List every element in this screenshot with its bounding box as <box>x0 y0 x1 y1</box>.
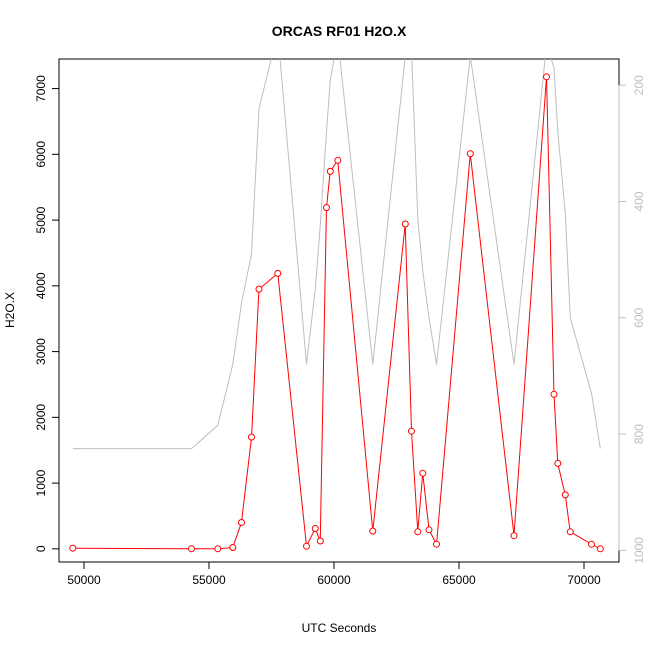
y-tick-label: 6000 <box>34 141 48 168</box>
chart-title: ORCAS RF01 H2O.X <box>272 23 407 39</box>
primary-series-segment <box>422 476 430 527</box>
y-tick-label: 0 <box>34 545 48 552</box>
right-y-tick-label: 200 <box>632 75 646 95</box>
primary-series-segment <box>75 547 189 550</box>
y-axis-label: H2O.X <box>3 292 17 328</box>
data-point <box>554 459 562 467</box>
data-point <box>69 544 77 552</box>
secondary-series-line <box>72 59 601 450</box>
data-point <box>433 540 440 548</box>
data-point <box>414 528 422 536</box>
data-point <box>369 527 377 535</box>
data-point <box>255 285 263 293</box>
right-y-tick-label: 600 <box>632 307 646 327</box>
right-y-tick-label: 400 <box>632 191 646 211</box>
primary-series-segment <box>326 174 331 205</box>
right-y-tick-label: 800 <box>632 424 646 444</box>
primary-series-segment <box>572 532 590 544</box>
data-point <box>316 537 324 545</box>
primary-series-segment <box>411 434 419 529</box>
y-axis: 0 1000 2000 3000 4000 5000 6000 7000 <box>34 75 59 552</box>
x-tick-label: 50000 <box>67 573 101 587</box>
primary-series-segment <box>260 274 276 288</box>
primary-series-segment <box>593 545 598 548</box>
primary-series-segment <box>404 226 412 429</box>
primary-series-layer <box>69 73 604 553</box>
secondary-series-layer <box>72 59 601 450</box>
primary-series-segment <box>436 156 471 542</box>
primary-series-segment <box>220 547 230 550</box>
x-tick-label: 55000 <box>192 573 226 587</box>
data-point <box>326 167 334 175</box>
data-point <box>274 269 282 277</box>
y-tick-label: 3000 <box>34 338 48 365</box>
data-point <box>588 540 595 548</box>
x-axis: 50000 55000 60000 65000 70000 <box>67 561 601 587</box>
data-point <box>543 73 550 81</box>
data-point <box>188 545 195 553</box>
data-point <box>425 526 433 534</box>
primary-series-segment <box>429 532 436 542</box>
primary-series-segment <box>233 525 241 545</box>
right-y-tick-label: 1000 <box>632 537 646 564</box>
x-axis-label: UTC Seconds <box>302 621 377 635</box>
primary-series-segment <box>251 292 260 435</box>
primary-series-segment <box>331 162 337 170</box>
primary-series-segment <box>319 210 327 539</box>
plot-area-frame <box>58 58 620 563</box>
data-point <box>550 390 558 398</box>
primary-series-segment <box>565 497 571 529</box>
y-tick-label: 1000 <box>34 469 48 496</box>
y-tick-label: 2000 <box>34 404 48 431</box>
x-tick-label: 60000 <box>317 573 351 587</box>
data-point <box>238 519 245 526</box>
data-point <box>510 532 518 540</box>
primary-series-segment <box>307 530 315 544</box>
x-tick-label: 65000 <box>442 573 476 587</box>
data-point <box>214 545 222 553</box>
right-y-axis: 200 400 600 800 1000 <box>618 75 646 564</box>
primary-series-segment <box>241 440 252 520</box>
data-point <box>248 433 255 441</box>
data-point <box>408 427 415 435</box>
data-point <box>303 542 310 550</box>
data-point <box>401 220 409 228</box>
primary-series-segment <box>557 466 566 493</box>
data-point <box>561 491 569 499</box>
data-point <box>419 469 427 477</box>
primary-series-segment <box>372 226 406 529</box>
data-point <box>596 545 604 553</box>
data-point <box>323 204 330 212</box>
primary-series-segment <box>513 79 547 533</box>
y-tick-label: 4000 <box>34 272 48 299</box>
y-tick-label: 5000 <box>34 206 48 233</box>
data-point <box>566 528 574 536</box>
data-point <box>334 156 342 164</box>
primary-series-segment <box>277 276 307 544</box>
primary-series-segment <box>337 163 373 529</box>
x-tick-label: 70000 <box>567 573 601 587</box>
primary-series-segment <box>553 397 559 461</box>
primary-series-segment <box>315 531 320 539</box>
primary-series-segment <box>417 476 423 529</box>
y-tick-label: 7000 <box>34 75 48 102</box>
data-point <box>229 544 237 551</box>
data-point <box>466 150 474 158</box>
primary-series-segment <box>470 156 515 533</box>
primary-series-segment <box>546 79 555 392</box>
data-point <box>311 525 319 532</box>
